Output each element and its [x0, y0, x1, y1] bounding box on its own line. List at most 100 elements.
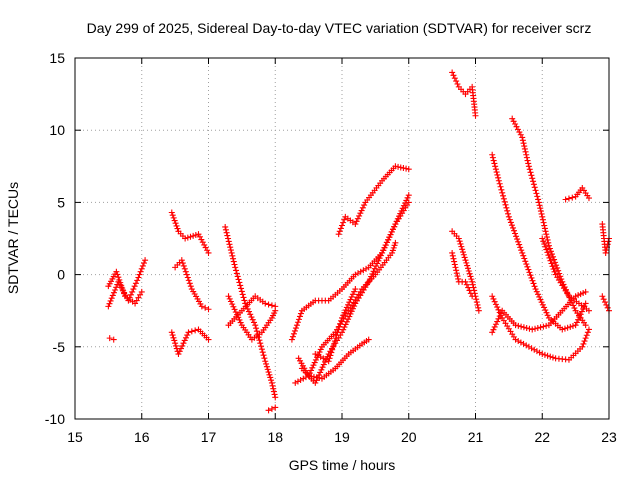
data-point [258, 346, 265, 353]
data-point [180, 262, 187, 269]
data-point [535, 196, 542, 203]
data-point [272, 303, 279, 310]
data-point [541, 351, 548, 358]
data-point [579, 343, 586, 350]
data-point [235, 276, 242, 283]
data-point [258, 343, 265, 350]
data-point [311, 359, 318, 366]
data-point [404, 194, 411, 201]
data-point [352, 286, 359, 293]
data-point [523, 261, 530, 268]
data-point [451, 261, 458, 268]
data-point [580, 340, 587, 347]
data-point [182, 334, 189, 341]
data-point [320, 361, 327, 368]
data-point [116, 276, 123, 283]
data-point [391, 223, 398, 230]
data-point [550, 253, 557, 260]
data-point [346, 313, 353, 320]
data-point [561, 325, 568, 332]
series-arc-20 [489, 151, 589, 333]
data-point [537, 296, 544, 303]
data-point [495, 315, 502, 322]
data-point [336, 228, 343, 235]
data-point [313, 374, 320, 381]
data-point [249, 316, 256, 323]
data-point [171, 217, 178, 224]
data-point [569, 323, 576, 330]
data-point [180, 340, 187, 347]
data-point [547, 248, 554, 255]
data-point [288, 336, 295, 343]
data-point [520, 140, 527, 147]
data-point [343, 318, 350, 325]
data-point [269, 382, 276, 389]
data-point [139, 262, 146, 269]
data-point [403, 165, 410, 172]
data-point [571, 305, 578, 312]
data-point [532, 187, 539, 194]
data-point [514, 126, 521, 133]
data-point [400, 165, 407, 172]
data-point [266, 371, 273, 378]
data-point [168, 209, 175, 216]
data-point [492, 301, 499, 308]
data-point [554, 264, 561, 271]
data-point [392, 239, 399, 246]
data-point [118, 282, 125, 289]
data-point [495, 174, 502, 181]
data-point [183, 271, 190, 278]
data-point [505, 213, 512, 220]
data-point [475, 307, 482, 314]
data-point [186, 280, 193, 287]
data-point [176, 348, 183, 355]
data-point [385, 236, 392, 243]
data-point [205, 249, 212, 256]
data-point [604, 304, 611, 311]
data-point [573, 319, 580, 326]
data-point [449, 69, 456, 76]
data-point [381, 244, 388, 251]
data-point [489, 329, 496, 336]
data-point [584, 329, 591, 336]
data-point [605, 238, 612, 245]
data-point [300, 375, 307, 382]
data-point [549, 251, 556, 258]
x-tick-label: 23 [601, 429, 617, 445]
data-point [317, 353, 324, 360]
data-point [330, 343, 337, 350]
data-point [512, 322, 519, 329]
data-point [142, 257, 149, 264]
data-point [198, 303, 205, 310]
axis-ticks [74, 57, 610, 420]
x-tick-label: 22 [534, 429, 550, 445]
data-point [517, 339, 524, 346]
data-point [309, 364, 316, 371]
data-point [515, 238, 522, 245]
data-point [297, 310, 304, 317]
data-point [231, 261, 238, 268]
data-point [392, 163, 399, 170]
data-point [267, 374, 274, 381]
data-point [356, 212, 363, 219]
data-point [363, 265, 370, 272]
data-point [578, 308, 585, 315]
data-point [374, 260, 381, 267]
series-arc-12 [295, 239, 399, 379]
data-point [449, 249, 456, 256]
y-tick-label: 0 [57, 267, 65, 283]
data-point [497, 183, 504, 190]
data-point [178, 257, 185, 264]
series-arc-18 [449, 228, 482, 314]
data-point [174, 225, 181, 232]
data-point [377, 252, 384, 259]
data-point [169, 332, 176, 339]
data-point [585, 195, 592, 202]
data-point [466, 270, 473, 277]
data-point [603, 301, 610, 308]
series-arc-14 [292, 336, 372, 386]
data-point [514, 236, 521, 243]
data-point [451, 258, 458, 265]
data-point [500, 195, 507, 202]
data-point [453, 267, 460, 274]
